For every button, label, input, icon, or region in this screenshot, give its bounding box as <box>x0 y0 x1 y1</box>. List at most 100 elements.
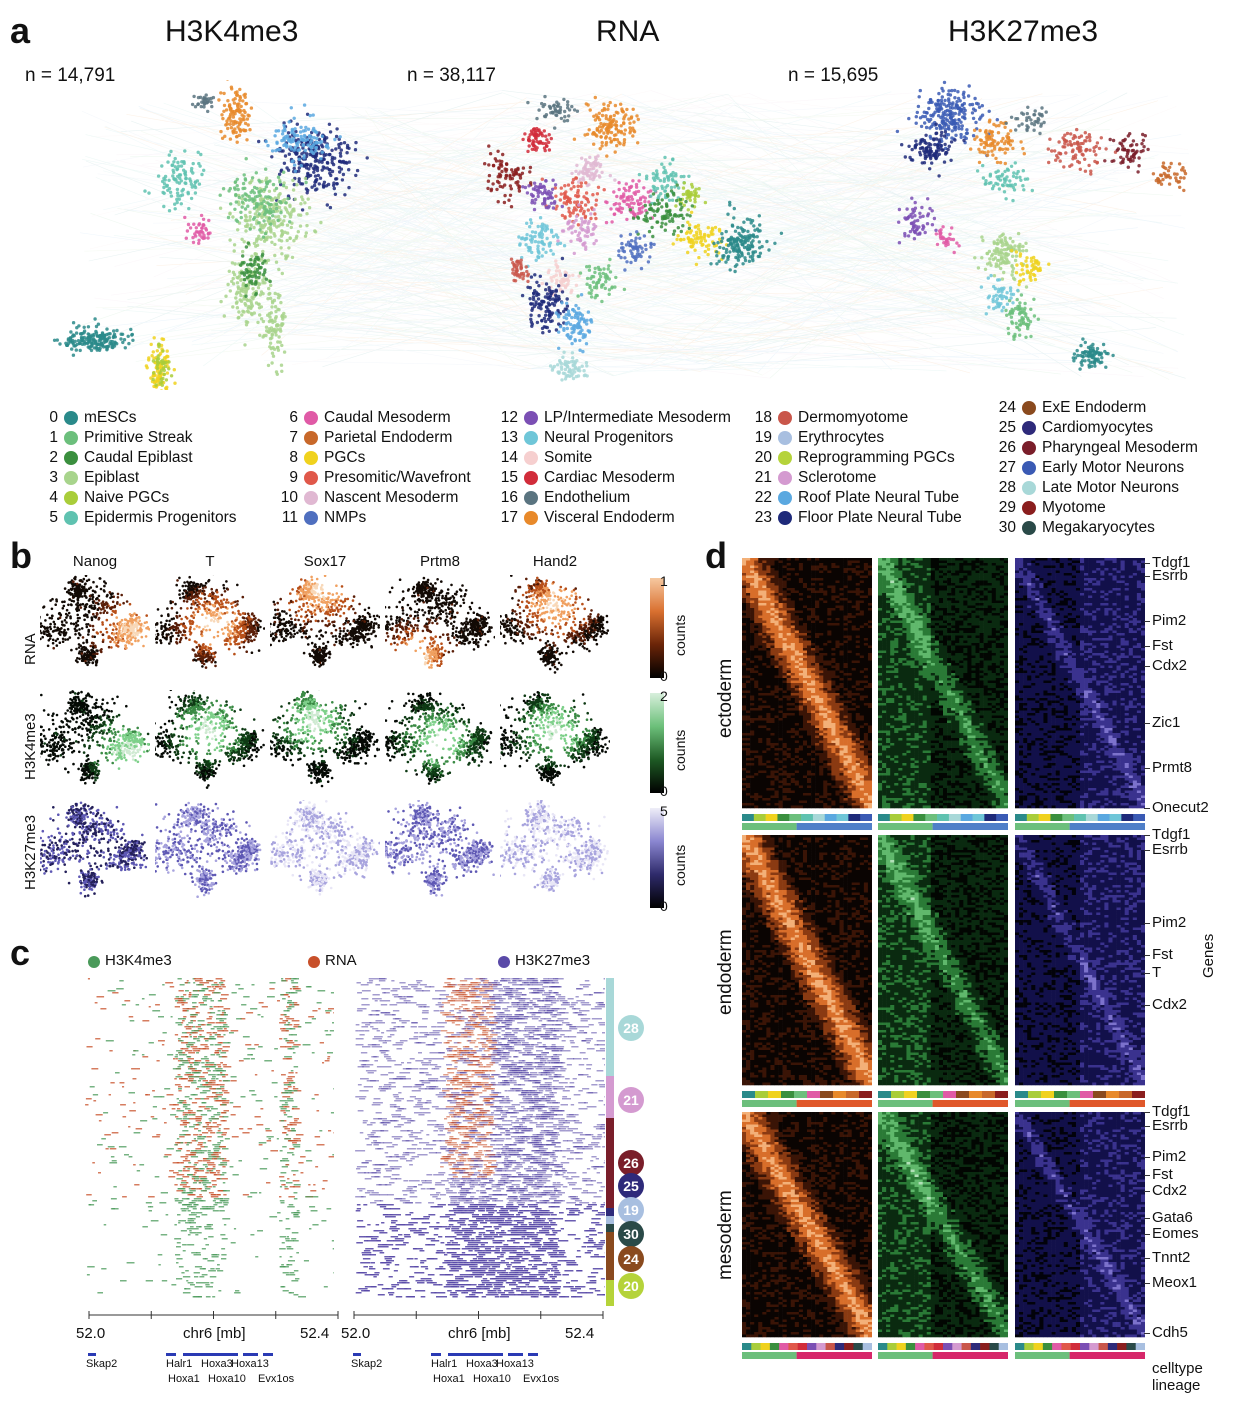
legend-item: 3 Epiblast <box>38 468 236 488</box>
gene-tick <box>1144 621 1150 622</box>
legend-label: Visceral Endoderm <box>544 508 675 528</box>
gene-tick <box>1144 955 1150 956</box>
gene-name: Evx1os <box>523 1373 559 1385</box>
legend-label: Caudal Epiblast <box>84 448 193 468</box>
title-h3k4me3: H3K4me3 <box>165 15 298 49</box>
legend-number: 20 <box>752 448 772 468</box>
cluster-bar-segment <box>606 1232 614 1280</box>
legend-label: Roof Plate Neural Tube <box>798 488 959 508</box>
legend-label: Early Motor Neurons <box>1042 458 1184 478</box>
legend-label: Endothelium <box>544 488 630 508</box>
legend-item: 13 Neural Progenitors <box>498 428 731 448</box>
cluster-bar-segment <box>606 978 614 1076</box>
gene-tick <box>1144 1126 1150 1127</box>
cluster-badge: 19 <box>618 1197 644 1223</box>
legend-item: 11 NMPs <box>278 508 471 528</box>
lineage-heatmap <box>742 1112 872 1359</box>
legend-label: Sclerotome <box>798 468 876 488</box>
legend-number: 4 <box>38 488 58 508</box>
legend-column: 6 Caudal Mesoderm 7 Parietal Endoderm 8 PGCs 9… <box>278 408 471 528</box>
gene-tick <box>1144 1112 1150 1113</box>
gene-umap <box>385 576 495 669</box>
legend-swatch <box>778 491 792 505</box>
gene-name: Halr1 <box>431 1358 457 1370</box>
gene-name: Hoxa10 <box>208 1373 246 1385</box>
cluster-badge: 25 <box>618 1173 644 1199</box>
legend-column: 12 LP/Intermediate Mesoderm 13 Neural Proge… <box>498 408 731 528</box>
colorbar <box>650 578 664 678</box>
legend-item: 17 Visceral Endoderm <box>498 508 731 528</box>
legend-label: Presomitic/Wavefront <box>324 468 471 488</box>
legend-swatch <box>1022 421 1036 435</box>
legend-swatch <box>1022 521 1036 535</box>
gene-tick <box>1144 973 1150 974</box>
gene-label: Cdx2 <box>1152 657 1187 674</box>
legend-label: LP/Intermediate Mesoderm <box>544 408 731 428</box>
legend-swatch <box>304 411 318 425</box>
integration-links <box>79 90 1189 380</box>
legend-number: 19 <box>752 428 772 448</box>
legend-item: 12 LP/Intermediate Mesoderm <box>498 408 731 428</box>
gene-tick <box>1144 1333 1150 1334</box>
gene-umap <box>500 575 610 674</box>
legend-number: 13 <box>498 428 518 448</box>
umap-points <box>52 80 1188 390</box>
legend-label: Neural Progenitors <box>544 428 673 448</box>
legend-label: Primitive Streak <box>84 428 193 448</box>
legend-item: 19 Erythrocytes <box>752 428 962 448</box>
legend-number: 2 <box>38 448 58 468</box>
gene-name: Hoxa1 <box>433 1373 465 1385</box>
gene-tick <box>1144 923 1150 924</box>
gene-umap <box>155 575 265 669</box>
gene-tick <box>1144 1157 1150 1158</box>
legend-item: 7 Parietal Endoderm <box>278 428 471 448</box>
gene-label: Tnnt2 <box>1152 1249 1190 1266</box>
celltype-bar-label: celltype <box>1152 1360 1203 1377</box>
gene-label: Meox1 <box>1152 1274 1197 1291</box>
gene-annotation-track <box>353 1353 538 1356</box>
legend-swatch <box>64 511 78 525</box>
legend-swatch <box>1022 501 1036 515</box>
legend-number: 0 <box>38 408 58 428</box>
track-legend-label: RNA <box>325 952 357 969</box>
cluster-bar-segment <box>606 1216 614 1224</box>
cluster-bar-segment <box>606 1208 614 1216</box>
gene-tick <box>1144 563 1150 564</box>
gene-tick <box>1144 1258 1150 1259</box>
track-legend-label: H3K27me3 <box>515 952 590 969</box>
gene-label: Tdgf1 <box>1152 826 1190 843</box>
legend-label: Somite <box>544 448 592 468</box>
gene-tick <box>1144 666 1150 667</box>
legend-number: 27 <box>996 458 1016 478</box>
legend-item: 0 mESCs <box>38 408 236 428</box>
legend-item: 18 Dermomyotome <box>752 408 962 428</box>
colorbar-label: counts <box>672 730 688 771</box>
legend-column: 0 mESCs 1 Primitive Streak 2 Caudal Epiblast 3… <box>38 408 236 528</box>
panel-label-b: b <box>10 535 32 577</box>
legend-label: Caudal Mesoderm <box>324 408 451 428</box>
genes-axis-label: Genes <box>1200 934 1217 978</box>
legend-number: 6 <box>278 408 298 428</box>
legend-label: Dermomyotome <box>798 408 908 428</box>
gene-tick <box>1144 1218 1150 1219</box>
legend-item: 27 Early Motor Neurons <box>996 458 1198 478</box>
gene-tick <box>1144 1175 1150 1176</box>
gene-label: Pim2 <box>1152 1148 1186 1165</box>
cluster-bar-segment <box>606 1224 614 1232</box>
cluster-bar-segment <box>606 1118 614 1208</box>
axis-title: chr6 [mb] <box>183 1325 246 1342</box>
lineage-heatmap <box>878 558 1008 830</box>
gene-name: Halr1 <box>166 1358 192 1370</box>
gene-name: Hoxa13 <box>231 1358 269 1370</box>
gene-label: Tdgf1 <box>1152 1103 1190 1120</box>
legend-label: Epiblast <box>84 468 139 488</box>
legend-number: 29 <box>996 498 1016 518</box>
axis-tick-left: 52.0 <box>341 1325 370 1342</box>
legend-item: 29 Myotome <box>996 498 1198 518</box>
gene-tick <box>1144 768 1150 769</box>
count-h3k4me3: n = 14,791 <box>25 65 115 87</box>
legend-number: 25 <box>996 418 1016 438</box>
lineage-heatmap <box>742 558 872 830</box>
locus-track <box>85 978 334 1298</box>
legend-number: 12 <box>498 408 518 428</box>
